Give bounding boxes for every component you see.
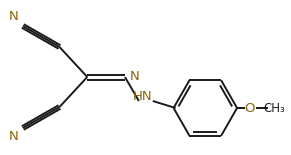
Text: HN: HN [133, 91, 153, 104]
Text: N: N [130, 69, 140, 82]
Text: O: O [245, 102, 255, 115]
Text: CH₃: CH₃ [264, 102, 285, 115]
Text: N: N [9, 11, 19, 24]
Text: N: N [9, 131, 19, 144]
